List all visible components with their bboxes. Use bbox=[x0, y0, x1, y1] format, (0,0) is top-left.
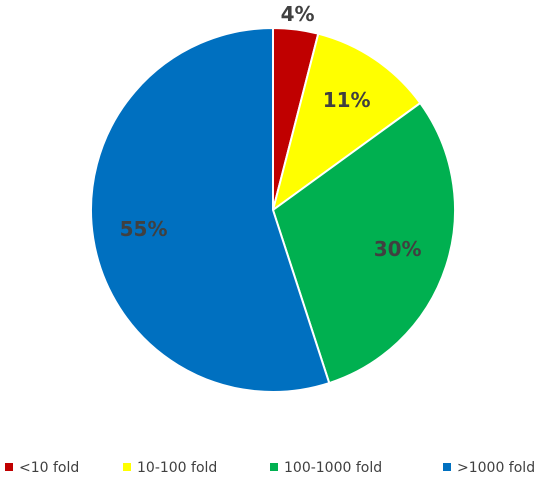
data-label: 4% bbox=[281, 2, 315, 26]
legend-swatch bbox=[5, 463, 13, 471]
pie-slice bbox=[271, 101, 456, 385]
pie-slice bbox=[271, 32, 422, 213]
legend-label: <10 fold bbox=[19, 460, 79, 476]
legend-label: 100-1000 fold bbox=[284, 460, 382, 476]
data-label: 55% bbox=[120, 217, 168, 241]
data-label: 30% bbox=[374, 237, 422, 261]
legend-swatch bbox=[443, 463, 451, 471]
data-label: 11% bbox=[323, 88, 371, 112]
legend-label: 10-100 fold bbox=[137, 460, 217, 476]
legend-swatch bbox=[270, 463, 278, 471]
pie-slice bbox=[90, 26, 331, 393]
legend-label: >1000 fold bbox=[457, 460, 535, 476]
legend-swatch bbox=[123, 463, 131, 471]
